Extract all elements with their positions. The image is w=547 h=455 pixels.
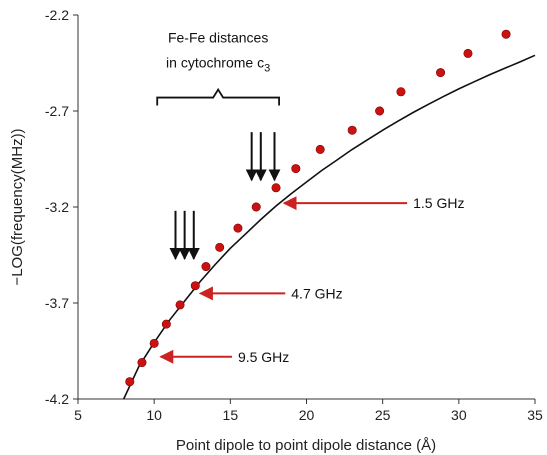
data-point	[161, 319, 171, 329]
y-tick-label: -2.7	[45, 103, 69, 119]
annotation-label: 9.5 GHz	[238, 349, 289, 365]
data-point	[215, 242, 225, 252]
x-axis-ticks: 5 10 15 20 25 30 35	[74, 399, 543, 423]
data-point	[251, 202, 261, 212]
bracket-label-line2: in cytochrome c3	[166, 55, 270, 75]
x-tick-label: 30	[451, 407, 467, 423]
x-tick-label: 20	[299, 407, 315, 423]
data-point	[137, 358, 147, 368]
data-point	[125, 377, 135, 387]
x-tick-label: 15	[223, 407, 239, 423]
data-point	[190, 281, 200, 291]
data-point	[201, 262, 211, 272]
annotation-label: 4.7 GHz	[291, 285, 342, 301]
x-tick-label: 25	[375, 407, 391, 423]
x-tick-label: 35	[527, 407, 543, 423]
data-point	[375, 106, 385, 116]
fe-fe-bracket: Fe-Fe distances in cytochrome c3	[156, 30, 280, 106]
annotation-label: 1.5 GHz	[413, 195, 464, 211]
fe-fe-distance-arrows	[169, 132, 281, 261]
data-point	[149, 338, 159, 348]
data-point	[175, 300, 185, 310]
data-points	[125, 29, 511, 387]
y-tick-label: -4.2	[45, 391, 69, 407]
bracket-shape	[156, 87, 280, 106]
y-tick-label: -3.7	[45, 295, 69, 311]
data-point	[463, 48, 473, 58]
data-point	[271, 183, 281, 193]
y-tick-label: -2.2	[45, 7, 69, 23]
data-point	[396, 87, 406, 97]
data-point	[315, 144, 325, 154]
x-tick-label: 10	[146, 407, 162, 423]
bracket-label-line1: Fe-Fe distances	[168, 30, 268, 46]
frequency-annotations: 1.5 GHz 4.7 GHz 9.5 GHz	[159, 195, 464, 365]
y-axis-label: −LOG(frequency(MHz))	[9, 128, 26, 285]
data-point	[233, 223, 243, 233]
fit-curve	[122, 54, 536, 400]
y-tick-label: -3.2	[45, 199, 69, 215]
x-tick-label: 5	[74, 407, 82, 423]
data-point	[436, 68, 446, 78]
data-point	[347, 125, 357, 135]
plot-frame	[77, 15, 535, 400]
data-point	[501, 29, 511, 39]
x-axis-label: Point dipole to point dipole distance (Å…	[176, 437, 436, 454]
data-point	[291, 164, 301, 174]
y-axis-ticks: -4.2 -3.7 -3.2 -2.7 -2.2	[45, 7, 78, 407]
